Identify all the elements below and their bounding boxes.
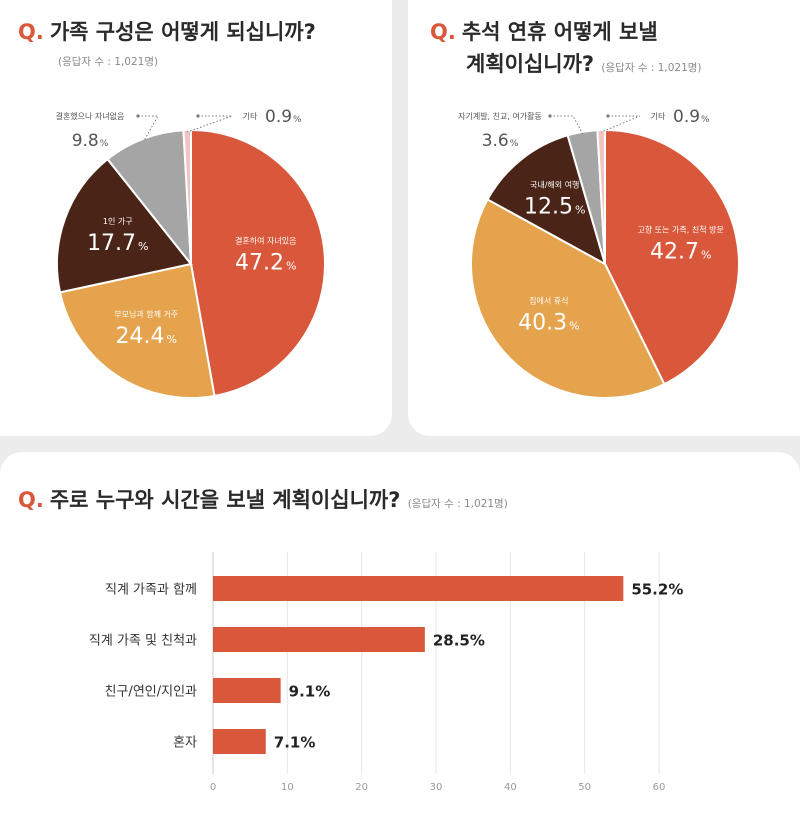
family-slice-label-2: 1인 가구 <box>103 216 133 226</box>
company-value-3: 7.1% <box>274 734 316 752</box>
company-value-2: 9.1% <box>289 683 331 701</box>
company-bar-chart: 0 10 20 30 40 50 60 직계 가족과 함께 55.2% 직계 가족 및 친척과 28… <box>89 552 683 793</box>
holiday-outside-value-3: 3.6% <box>482 131 519 151</box>
family-slice-label-1: 부모님과 함께 거주 <box>114 310 178 319</box>
company-tick-0: 0 <box>210 782 216 793</box>
holiday-slice-value-0: 42.7% <box>650 239 711 264</box>
company-category-0: 직계 가족과 함께 <box>105 583 197 598</box>
company-bar-2 <box>213 678 281 703</box>
company-bar-1 <box>213 627 425 652</box>
family-outside-value-3: 9.8% <box>72 131 109 151</box>
company-tick-6: 60 <box>653 782 666 793</box>
company-respondents: (응답자 수 : 1,021명) <box>407 498 508 510</box>
family-q-mark: Q. <box>18 20 44 44</box>
holiday-outside-label-4: 기타 <box>651 112 666 121</box>
family-slice-value-2: 17.7% <box>87 231 148 256</box>
company-q-mark: Q. <box>18 488 44 512</box>
holiday-title-line1: 추석 연휴 어떻게 보낼 <box>461 20 658 44</box>
holiday-pie-chart: 고향 또는 가족, 친척 방문 42.7 % 집에서 휴식 40.3 % 국내/해외 여행 1… <box>458 107 740 399</box>
company-tick-2: 20 <box>355 782 368 793</box>
holiday-leader-dot-4 <box>606 114 610 118</box>
company-tick-4: 40 <box>504 782 517 793</box>
family-slice-value-1: 24.4% <box>116 324 177 349</box>
holiday-slice-1 <box>470 198 666 399</box>
holiday-leader-4 <box>601 115 641 133</box>
family-outside-label-3: 결혼했으나 자녀없음 <box>56 111 125 121</box>
company-value-0: 55.2% <box>631 581 683 599</box>
family-title-text: 가족 구성은 어떻게 되십니까? <box>49 20 316 44</box>
family-composition-card: Q. 가족 구성은 어떻게 되십니까? (응답자 수 : 1,021명) 결혼하여… <box>0 0 392 436</box>
family-pie-chart: 결혼하여 자녀있음 47.2 % 부모님과 함께 거주 24.4 % 1인 가구 17.7 % 결… <box>56 107 326 399</box>
holiday-slice-value-1: 40.3% <box>518 311 579 336</box>
family-respondents: (응답자 수 : 1,021명) <box>58 56 159 68</box>
holiday-respondents: (응답자 수 : 1,021명) <box>601 62 702 74</box>
holiday-slice-0 <box>604 128 740 386</box>
family-slice-label-0: 결혼하여 자녀있음 <box>235 235 296 245</box>
holiday-title-line2: 계획이십니까? <box>466 52 595 76</box>
family-outside-value-4: 0.9% <box>265 107 302 127</box>
holiday-outside-label-3: 자기계발, 친교, 여가활동 <box>458 111 542 121</box>
family-leader-3 <box>138 115 159 141</box>
company-bar-0 <box>213 576 624 601</box>
family-slice-3 <box>106 129 193 268</box>
holiday-slice-value-2: 12.5% <box>524 194 585 219</box>
company-bar-3 <box>213 729 266 754</box>
holiday-slice-2 <box>486 134 607 267</box>
company-title-text: 주로 누구와 시간을 보낼 계획이십니까? <box>49 488 401 512</box>
family-leader-dot-4 <box>196 114 200 118</box>
holiday-question-title: Q. 추석 연휴 어떻게 보낼 <box>430 18 658 46</box>
holiday-outside-value-4: 0.9% <box>673 107 710 127</box>
company-question-title: Q. 주로 누구와 시간을 보낼 계획이십니까? (응답자 수 : 1,021명) <box>18 486 508 518</box>
company-tick-5: 50 <box>578 782 591 793</box>
holiday-plan-card: Q. 추석 연휴 어떻게 보낼 계획이십니까? (응답자 수 : 1,021명) … <box>408 0 800 436</box>
companion-card: Q. 주로 누구와 시간을 보낼 계획이십니까? (응답자 수 : 1,021명)… <box>0 452 800 825</box>
company-tick-1: 10 <box>281 782 294 793</box>
family-slice-4 <box>182 128 192 265</box>
family-slice-2 <box>56 157 193 294</box>
company-tick-3: 30 <box>430 782 443 793</box>
company-category-1: 직계 가족 및 친척과 <box>89 634 197 649</box>
family-slice-value-0: 47.2% <box>235 250 296 275</box>
holiday-slice-label-1: 집에서 휴식 <box>529 296 568 306</box>
holiday-q-mark: Q. <box>430 20 456 44</box>
holiday-slice-label-0: 고향 또는 가족, 친척 방문 <box>638 224 724 234</box>
family-leader-dot-3 <box>136 114 140 118</box>
holiday-leader-dot-3 <box>548 114 552 118</box>
family-slice-0 <box>190 128 326 398</box>
holiday-slice-label-2: 국내/해외 여행 <box>530 179 579 189</box>
family-question-title: Q. 가족 구성은 어떻게 되십니까? <box>18 18 316 46</box>
holiday-slice-4 <box>596 128 606 265</box>
family-leader-4 <box>187 115 233 133</box>
family-outside-label-4: 기타 <box>243 112 258 121</box>
company-value-1: 28.5% <box>433 632 485 650</box>
company-category-2: 친구/연인/지인과 <box>105 685 198 700</box>
holiday-leader-3 <box>550 115 584 135</box>
holiday-title-line2-wrap: 계획이십니까? (응답자 수 : 1,021명) <box>466 50 702 82</box>
company-category-3: 혼자 <box>173 736 197 751</box>
family-slice-1 <box>58 262 216 399</box>
